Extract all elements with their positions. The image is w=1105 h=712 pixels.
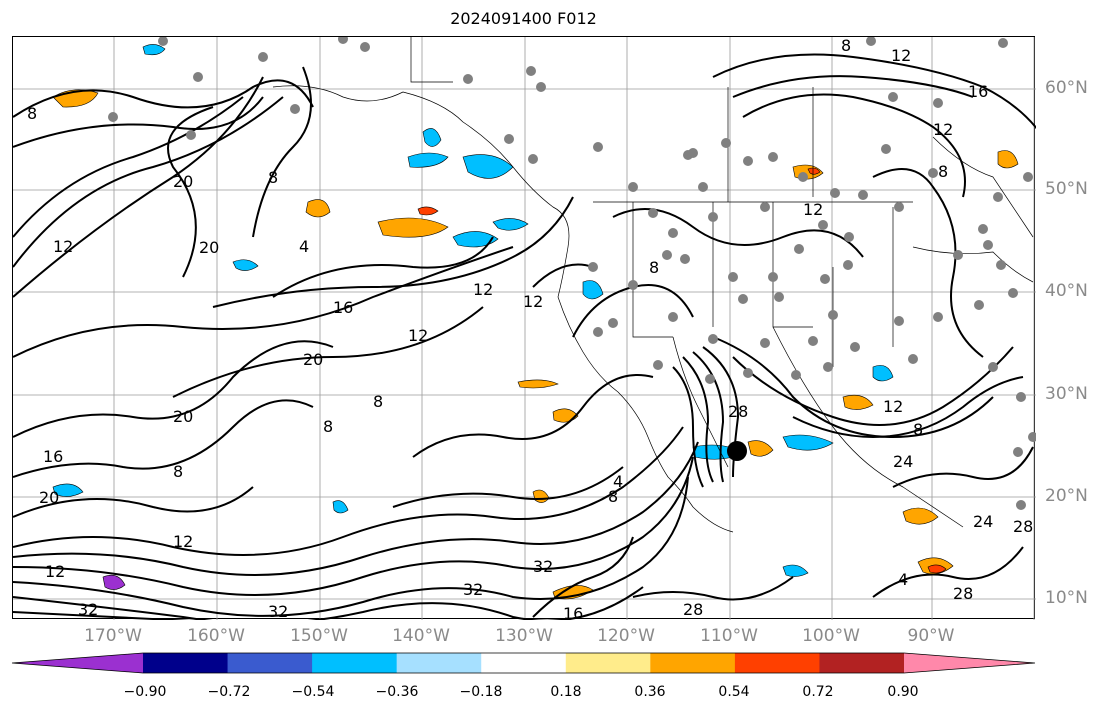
colorbar-tick-label: 0.72: [802, 684, 834, 700]
contour-label: 32: [463, 580, 483, 599]
contour-label: 24: [973, 512, 993, 531]
colorbar-segment: [819, 653, 905, 673]
colorbar-extend-min: [12, 653, 143, 673]
contour-label: 12: [45, 562, 65, 581]
contour-label: 12: [891, 46, 911, 65]
contour-label: 32: [268, 602, 288, 620]
contour-label: 12: [883, 397, 903, 416]
lat-label-50n: 50°N: [1045, 179, 1088, 199]
colorbar-tick-label: −0.90: [123, 684, 167, 700]
colorbar-segment: [396, 653, 482, 673]
lat-label-60n: 60°N: [1045, 78, 1088, 98]
contour-label: 8: [649, 258, 659, 277]
contour-label: 4: [299, 237, 309, 256]
contour-label: 28: [953, 584, 973, 603]
station-markers: [108, 37, 1036, 510]
colorbar-segment: [481, 653, 567, 673]
colorbar: [11, 652, 1036, 674]
lon-label-170w: 170°W: [84, 626, 142, 646]
lon-label-150w: 150°W: [290, 626, 348, 646]
lat-label-10n: 10°N: [1045, 588, 1088, 608]
contour-label: 12: [53, 237, 73, 256]
contour-label: 8: [323, 417, 333, 436]
lat-label-30n: 30°N: [1045, 384, 1088, 404]
contour-label: 12: [473, 280, 493, 299]
shaded-anomaly-patches: [52, 44, 1019, 600]
lon-label-120w: 120°W: [597, 626, 655, 646]
contour-label: 20: [303, 350, 323, 369]
lon-label-130w: 130°W: [495, 626, 553, 646]
coastlines-and-borders: [272, 37, 1034, 533]
colorbar-tick-label: 0.54: [718, 684, 750, 700]
lat-label-20n: 20°N: [1045, 486, 1088, 506]
colorbar-segment: [227, 653, 313, 673]
contour-label: 20: [173, 172, 193, 191]
colorbar-segment: [650, 653, 736, 673]
colorbar-tick-label: −0.72: [207, 684, 251, 700]
map-title: 2024091400 F012: [450, 9, 597, 28]
lon-label-90w: 90°W: [907, 626, 955, 646]
lon-label-110w: 110°W: [700, 626, 758, 646]
map-gridlines: [13, 37, 1036, 620]
contour-label: 12: [803, 200, 823, 219]
contour-label: 24: [893, 452, 913, 471]
contour-label: 8: [173, 462, 183, 481]
colorbar-outline: [11, 652, 1036, 674]
contour-label: 16: [968, 82, 988, 101]
contour-label: 8: [608, 487, 618, 506]
colorbar-tick-label: 0.18: [550, 684, 582, 700]
contour-label: 32: [533, 557, 553, 576]
lat-label-40n: 40°N: [1045, 281, 1088, 301]
colorbar-tick-label: −0.36: [375, 684, 419, 700]
contour-labels: 8 12 20 20 4 8 16 20 12 12 12 8 20 16 20…: [27, 37, 1033, 620]
colorbar-tick-label: −0.54: [291, 684, 335, 700]
contour-label: 8: [27, 104, 37, 123]
contour-label: 28: [728, 402, 748, 421]
lon-label-140w: 140°W: [392, 626, 450, 646]
colorbar-tick-label: 0.90: [887, 684, 919, 700]
contour-label: 8: [268, 168, 278, 187]
colorbar-segment: [565, 653, 651, 673]
colorbar-tick-label: 0.36: [634, 684, 666, 700]
colorbar-tick-label: −0.18: [459, 684, 503, 700]
contour-label: 12: [408, 326, 428, 345]
contour-label: 16: [333, 298, 353, 317]
contour-label: 8: [913, 420, 923, 439]
contour-lines: [13, 53, 1036, 620]
contour-label: 12: [933, 120, 953, 139]
contour-label: 28: [1013, 517, 1033, 536]
contour-label: 8: [373, 392, 383, 411]
colorbar-segment: [143, 653, 229, 673]
contour-label: 20: [39, 488, 59, 507]
contour-label: 20: [173, 407, 193, 426]
colorbar-segment: [312, 653, 398, 673]
contour-label: 12: [523, 292, 543, 311]
colorbar-extend-max: [904, 653, 1035, 673]
contour-label: 32: [78, 600, 98, 619]
lon-label-100w: 100°W: [802, 626, 860, 646]
contour-label: 8: [938, 162, 948, 181]
contour-label: 12: [173, 532, 193, 551]
contour-label: 8: [841, 37, 851, 55]
contour-label: 20: [199, 238, 219, 257]
contour-label: 4: [613, 472, 623, 491]
map-plot-area: 8 12 20 20 4 8 16 20 12 12 12 8 20 16 20…: [12, 36, 1036, 620]
contour-label: 16: [43, 447, 63, 466]
contour-label: 28: [683, 600, 703, 619]
colorbar-segment: [734, 653, 820, 673]
contour-label: 4: [898, 570, 908, 589]
lon-label-160w: 160°W: [187, 626, 245, 646]
contour-label: 16: [563, 604, 583, 620]
map-canvas: 8 12 20 20 4 8 16 20 12 12 12 8 20 16 20…: [13, 37, 1036, 620]
